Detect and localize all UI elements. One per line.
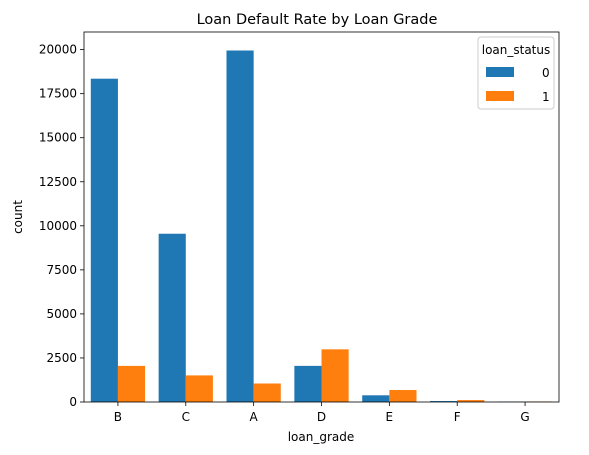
plot-area bbox=[90, 50, 553, 402]
bar-A-status-1 bbox=[253, 383, 281, 402]
legend-label-1: 1 bbox=[542, 90, 550, 104]
bar-F-status-1 bbox=[457, 400, 485, 402]
bar-D-status-1 bbox=[321, 349, 349, 402]
y-tick-label: 17500 bbox=[39, 87, 77, 101]
legend-swatch-0 bbox=[486, 67, 514, 77]
y-tick-label: 15000 bbox=[39, 131, 77, 145]
bar-F-status-0 bbox=[430, 401, 458, 402]
chart-title: Loan Default Rate by Loan Grade bbox=[197, 12, 438, 28]
legend-swatch-1 bbox=[486, 91, 514, 101]
y-tick-label: 0 bbox=[69, 395, 77, 409]
y-tick-label: 12500 bbox=[39, 175, 77, 189]
x-tick-label: C bbox=[182, 410, 190, 424]
bar-B-status-1 bbox=[117, 365, 146, 402]
y-axis-label: count bbox=[11, 200, 25, 234]
y-tick-label: 20000 bbox=[39, 43, 77, 57]
x-tick-label: A bbox=[250, 410, 259, 424]
legend-title: loan_status bbox=[482, 43, 551, 57]
y-tick-label: 7500 bbox=[46, 263, 77, 277]
y-tick-label: 10000 bbox=[39, 219, 77, 233]
bar-E-status-0 bbox=[362, 395, 390, 402]
y-tick-label: 5000 bbox=[46, 307, 77, 321]
x-tick-label: G bbox=[520, 410, 529, 424]
x-tick-label: E bbox=[386, 410, 394, 424]
bar-B-status-0 bbox=[90, 78, 118, 402]
bar-D-status-0 bbox=[294, 365, 322, 402]
bar-C-status-1 bbox=[185, 375, 213, 402]
x-axis-label: loan_grade bbox=[288, 430, 355, 444]
bar-C-status-0 bbox=[158, 233, 186, 402]
x-tick-label: F bbox=[454, 410, 461, 424]
y-tick-label: 2500 bbox=[46, 351, 77, 365]
x-tick-label: B bbox=[114, 410, 122, 424]
bar-A-status-0 bbox=[226, 50, 254, 402]
y-axis: 0 2500 5000 7500 10000 12500 15000 17500 20000 bbox=[39, 43, 84, 409]
bar-E-status-1 bbox=[389, 390, 417, 402]
legend-label-0: 0 bbox=[542, 66, 550, 80]
legend: loan_status 0 1 bbox=[477, 36, 555, 110]
x-tick-label: D bbox=[317, 410, 326, 424]
